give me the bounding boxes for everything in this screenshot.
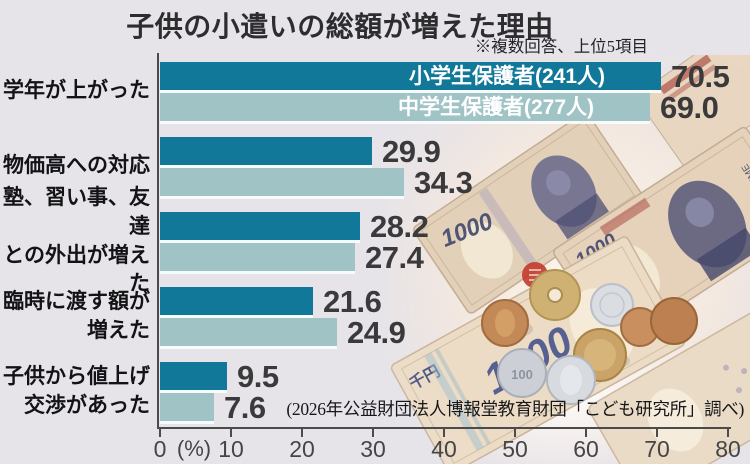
value-label: 27.4 [365, 240, 424, 275]
series-legend-label: 小学生保護者(241人) [408, 65, 605, 88]
x-axis-tick-label: 60 [573, 436, 599, 462]
svg-text:100: 100 [511, 367, 533, 382]
bar-junior-high-parents [160, 243, 355, 271]
value-label: 21.6 [323, 284, 382, 319]
chart-row: 学年が上がった 小学生保護者(241人) 70.5 中学生保護者(277人) 69.0 [0, 59, 750, 125]
banknote-4 [588, 298, 750, 464]
x-axis-tick-label: 80 [715, 436, 741, 462]
category-label: 学年が上がった [0, 62, 150, 121]
category-label-line: 子供から値上げ [3, 364, 150, 388]
x-axis-tick-label: 10 [218, 436, 244, 462]
x-axis-tick [443, 429, 445, 437]
category-label-line: 交渉があった [24, 393, 150, 417]
series-legend-label: 中学生保護者(277人) [397, 96, 594, 119]
x-axis-tick [514, 429, 516, 437]
chart-row: 塾、習い事、友達 との外出が増えた 28.2 27.4 [0, 186, 750, 296]
chart-title: 子供の小遣いの総額が増えた理由 [126, 11, 554, 42]
yen-banknotes-coins-illustration: 1000 1000 C078955ME 1000 [358, 11, 750, 464]
value-label: 69.0 [660, 90, 719, 125]
category-label: 塾、習い事、友達 との外出が増えた [0, 186, 150, 296]
value-label: 34.3 [414, 165, 473, 200]
chart-row: 物価高への対応 29.9 34.3 [0, 134, 750, 200]
x-axis-tick [159, 429, 161, 437]
x-axis-line [157, 427, 731, 429]
x-axis-tick [372, 429, 374, 437]
category-label-line: 塾、習い事、友達 [3, 185, 150, 238]
source-note: (2026年公益財団法人博報堂教育財団「こども研究所」調べ) [286, 399, 744, 419]
category-label-line: との外出が増えた [3, 243, 150, 296]
banknote-1: 1000 [413, 112, 643, 314]
category-label-line: 学年が上がった [3, 79, 150, 103]
value-label: 9.5 [237, 359, 279, 394]
x-axis-tick-label: 30 [360, 436, 386, 462]
x-axis-tick [656, 429, 658, 437]
bar-junior-high-parents [160, 318, 337, 346]
value-label: 29.9 [382, 134, 441, 169]
category-label: 子供から値上げ交渉があった [0, 362, 150, 421]
value-label: 7.6 [224, 390, 266, 425]
x-axis-tick-label: 50 [502, 436, 528, 462]
category-label: 臨時に渡す額が増えた [0, 287, 150, 346]
bar-elementary-parents: 小学生保護者(241人) [160, 62, 661, 90]
axis-unit-label: (%) [176, 436, 212, 461]
value-label: 28.2 [370, 209, 429, 244]
bar-elementary-parents [160, 287, 313, 315]
bar-elementary-parents [160, 362, 227, 390]
x-axis-tick [230, 429, 232, 437]
x-axis-tick-label: 20 [289, 436, 315, 462]
x-axis-tick [301, 429, 303, 437]
bar-elementary-parents [160, 137, 372, 165]
y-axis-line [157, 53, 159, 429]
value-label: 70.5 [671, 59, 730, 94]
bar-junior-high-parents [160, 393, 214, 421]
category-label-line: 臨時に渡す額が [3, 289, 150, 313]
money-photo: 1000 1000 C078955ME 1000 [358, 11, 750, 464]
x-axis-tick [727, 429, 729, 437]
bar-junior-high-parents [160, 168, 404, 196]
x-axis-tick-label: 70 [644, 436, 670, 462]
bar-junior-high-parents: 中学生保護者(277人) [160, 93, 650, 121]
x-axis-tick [585, 429, 587, 437]
category-label: 物価高への対応 [0, 137, 150, 196]
chart-row: 子供から値上げ交渉があった 9.5 7.6 [0, 359, 750, 425]
category-label-line: 増えた [87, 318, 150, 342]
chart-row: 臨時に渡す額が増えた 21.6 24.9 [0, 284, 750, 350]
x-axis-tick-label: 40 [431, 436, 457, 462]
coins: 100 [481, 269, 698, 405]
value-label: 24.9 [347, 315, 406, 350]
bar-elementary-parents [160, 212, 360, 240]
chart-note: ※複数回答、上位5項目 [474, 37, 648, 56]
category-label-line: 物価高への対応 [3, 154, 150, 178]
x-axis-tick-label: 0 [153, 436, 167, 462]
